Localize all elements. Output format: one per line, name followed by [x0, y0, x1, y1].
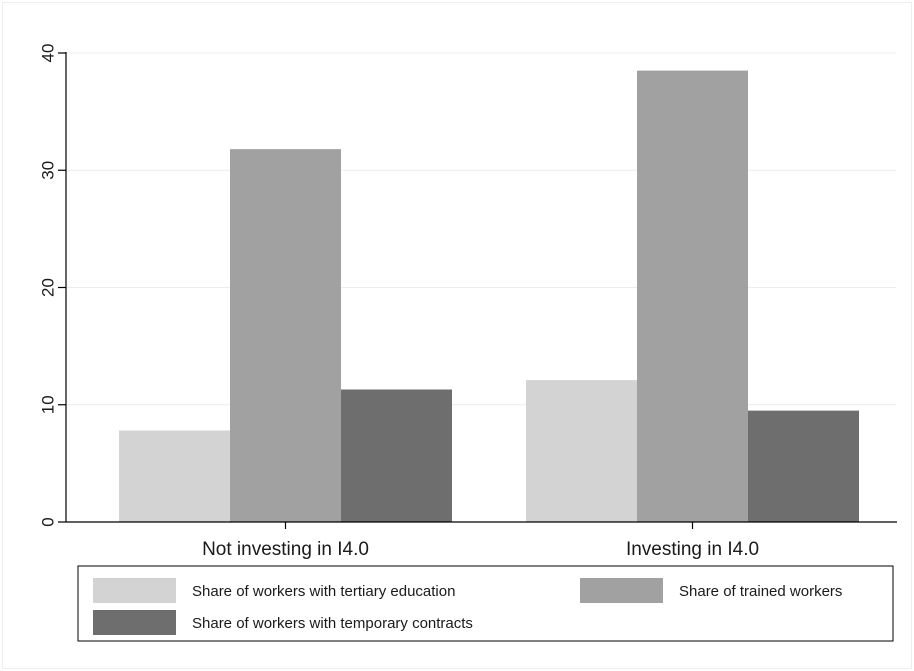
y-axis: 0 10 20 30 40	[39, 44, 67, 527]
bar-trained-not-investing	[230, 149, 341, 522]
legend-box	[77, 565, 894, 642]
bar-trained-investing	[637, 70, 748, 523]
y-tick-label-0: 0	[39, 517, 58, 526]
x-axis: Not investing in I4.0 Investing in I4.0	[66, 521, 897, 560]
legend-label-temporary: Share of workers with temporary contract…	[192, 615, 473, 632]
bar-tertiary-investing	[526, 380, 637, 522]
plot-area: 0 10 20 30 40 Not investing in I4.0 Investing…	[39, 44, 897, 560]
legend: Share of workers with tertiary education…	[77, 565, 894, 642]
legend-label-tertiary: Share of workers with tertiary education	[192, 583, 455, 600]
y-tick-label-40: 40	[39, 44, 58, 63]
bars	[119, 70, 859, 523]
bar-tertiary-not-investing	[119, 430, 230, 522]
bar-temporary-not-investing	[341, 389, 452, 522]
legend-label-trained: Share of trained workers	[679, 583, 842, 600]
bar-temporary-investing	[748, 410, 859, 522]
x-category-label-investing: Investing in I4.0	[626, 539, 759, 560]
legend-swatch-tertiary	[93, 578, 176, 603]
legend-swatch-temporary	[93, 610, 176, 635]
legend-swatch-trained	[580, 578, 663, 603]
y-tick-label-30: 30	[39, 161, 58, 180]
y-tick-label-10: 10	[39, 395, 58, 414]
y-tick-label-20: 20	[39, 278, 58, 297]
gridlines	[67, 52, 896, 406]
x-category-label-not-investing: Not investing in I4.0	[202, 539, 369, 560]
